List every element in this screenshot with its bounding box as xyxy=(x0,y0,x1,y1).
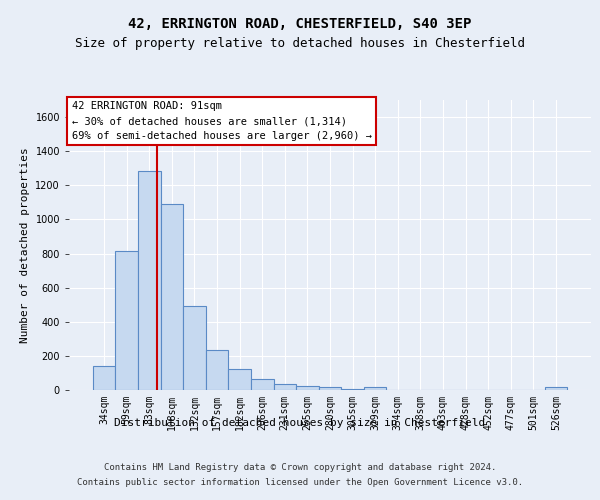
Text: Contains public sector information licensed under the Open Government Licence v3: Contains public sector information licen… xyxy=(77,478,523,487)
Bar xyxy=(296,386,319,390)
Bar xyxy=(183,306,206,390)
Bar xyxy=(319,388,341,390)
Bar xyxy=(364,388,386,390)
Text: 42, ERRINGTON ROAD, CHESTERFIELD, S40 3EP: 42, ERRINGTON ROAD, CHESTERFIELD, S40 3E… xyxy=(128,18,472,32)
Text: Distribution of detached houses by size in Chesterfield: Distribution of detached houses by size … xyxy=(115,418,485,428)
Bar xyxy=(229,368,251,390)
Bar xyxy=(206,350,229,390)
Bar xyxy=(93,366,115,390)
Bar xyxy=(341,389,364,390)
Text: Size of property relative to detached houses in Chesterfield: Size of property relative to detached ho… xyxy=(75,38,525,51)
Bar xyxy=(545,388,567,390)
Bar xyxy=(161,204,183,390)
Text: Contains HM Land Registry data © Crown copyright and database right 2024.: Contains HM Land Registry data © Crown c… xyxy=(104,463,496,472)
Y-axis label: Number of detached properties: Number of detached properties xyxy=(20,147,30,343)
Bar xyxy=(274,384,296,390)
Text: 42 ERRINGTON ROAD: 91sqm
← 30% of detached houses are smaller (1,314)
69% of sem: 42 ERRINGTON ROAD: 91sqm ← 30% of detach… xyxy=(71,102,371,141)
Bar xyxy=(138,171,161,390)
Bar xyxy=(115,251,138,390)
Bar xyxy=(251,379,274,390)
